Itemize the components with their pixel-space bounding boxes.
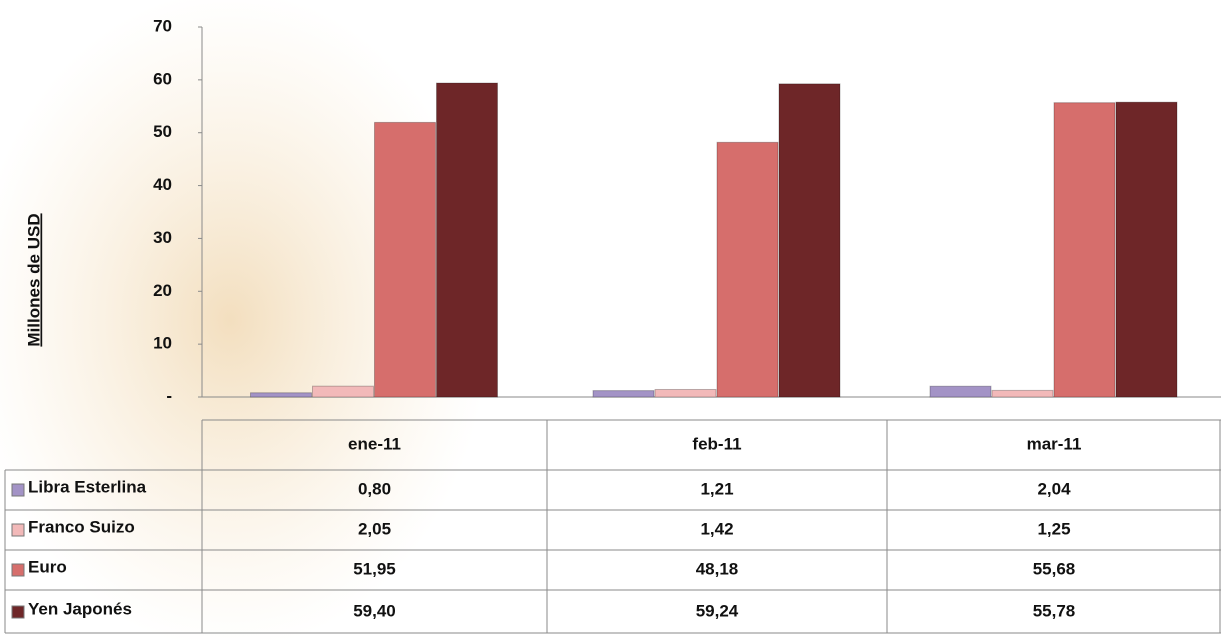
y-axis-label: Millones de USD [24,213,43,346]
x-tick-label: ene-11 [348,434,401,453]
table-value: 59,24 [696,601,739,620]
table-value: 55,68 [1033,559,1076,578]
bar [778,83,841,398]
bar [592,390,655,398]
bar [991,389,1054,398]
y-tick-label: 40 [153,175,172,194]
legend-key [11,483,25,497]
legend-label: Euro [28,557,67,576]
table-value: 1,42 [700,519,733,538]
bar [436,82,498,398]
y-tick-label: 10 [153,334,172,353]
y-tick-label: 30 [153,228,172,247]
legend-label: Libra Esterlina [28,477,147,496]
table-value: 1,25 [1037,519,1070,538]
legend-label: Yen Japonés [28,599,132,618]
bar [929,385,992,398]
y-tick-label: - [166,386,172,405]
bar [312,385,374,398]
background-texture [0,0,490,640]
legend-label: Franco Suizo [28,517,135,536]
table-value: 48,18 [696,559,739,578]
table-value: 2,05 [358,519,391,538]
data-table-grid [4,419,1221,634]
legend-key [11,523,25,537]
bar [374,121,436,398]
x-tick-label: mar-11 [1027,434,1082,453]
y-tick-label: 20 [153,281,172,300]
bar [1115,101,1178,398]
x-tick-label: feb-11 [692,434,741,453]
bar [654,388,717,398]
table-value: 55,78 [1033,601,1076,620]
table-value: 1,21 [700,479,733,498]
y-tick-label: 60 [153,69,172,88]
bar [1053,102,1116,398]
bar [250,392,312,398]
y-tick-label: 50 [153,122,172,141]
legend-key [11,605,25,619]
table-value: 2,04 [1037,479,1071,498]
table-value: 0,80 [358,479,391,498]
y-tick-label: 70 [153,16,172,35]
table-value: 51,95 [353,559,396,578]
bar [716,141,779,398]
table-value: 59,40 [353,601,396,620]
legend-key [11,563,25,577]
